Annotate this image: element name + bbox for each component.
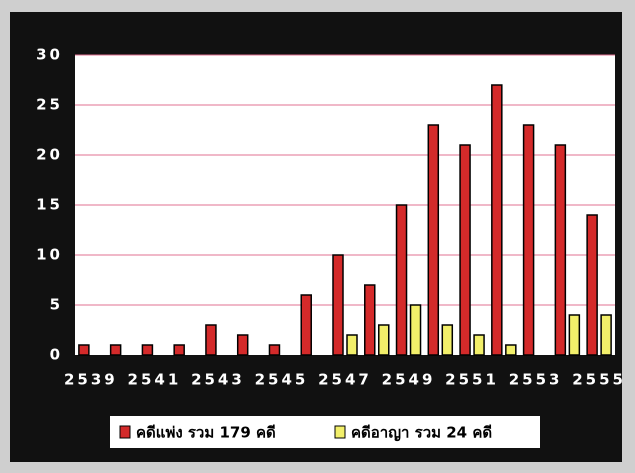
bar (269, 345, 279, 355)
y-tick-label: 10 (36, 246, 63, 264)
bar (379, 325, 389, 355)
x-tick-label: 2551 (445, 371, 499, 389)
bar (301, 295, 311, 355)
x-tick-label: 2555 (572, 371, 626, 389)
bar (365, 285, 375, 355)
x-tick-label: 2549 (382, 371, 436, 389)
page: {"chart_data": {"type": "bar", "categori… (0, 0, 635, 473)
x-tick-label: 2547 (318, 371, 372, 389)
legend-label: คดีแพ่ง รวม 179 คดี (136, 424, 276, 442)
y-tick-label: 0 (50, 346, 63, 364)
y-tick-label: 15 (36, 196, 63, 214)
bar (206, 325, 216, 355)
legend-swatch (120, 426, 130, 438)
y-tick-label: 25 (36, 96, 63, 114)
x-tick-label: 2543 (191, 371, 245, 389)
x-tick-label: 2539 (64, 371, 118, 389)
bar (460, 145, 470, 355)
y-tick-label: 5 (50, 296, 63, 314)
y-tick-label: 30 (36, 46, 63, 64)
bar (174, 345, 184, 355)
bar (79, 345, 89, 355)
legend-swatch (335, 426, 345, 438)
bar (524, 125, 534, 355)
x-tick-label: 2553 (509, 371, 563, 389)
chart: 0 5 10 15 20 25 30 2539 2541 2543 2545 2547 2549 2551… (0, 0, 635, 473)
bar (397, 205, 407, 355)
x-tick-label: 2541 (128, 371, 182, 389)
bar (142, 345, 152, 355)
bar (569, 315, 579, 355)
bar (111, 345, 121, 355)
bar (587, 215, 597, 355)
bar (474, 335, 484, 355)
legend-label: คดีอาญา รวม 24 คดี (351, 424, 492, 442)
bar (411, 305, 421, 355)
bar (442, 325, 452, 355)
bar (506, 345, 516, 355)
bar (347, 335, 357, 355)
bar (238, 335, 248, 355)
bar (555, 145, 565, 355)
y-tick-label: 20 (36, 146, 63, 164)
bar (492, 85, 502, 355)
bar (333, 255, 343, 355)
x-tick-label: 2545 (255, 371, 309, 389)
bar (428, 125, 438, 355)
bar (601, 315, 611, 355)
